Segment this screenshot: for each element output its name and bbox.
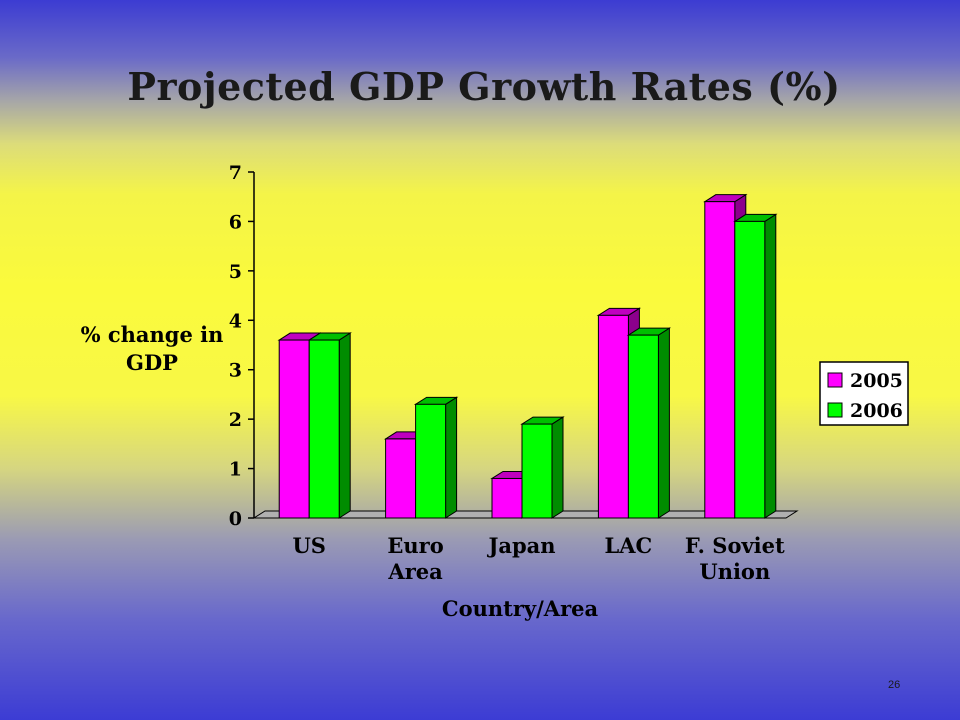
bar-front xyxy=(278,339,310,519)
bar-front xyxy=(597,314,629,519)
y-tick-label: 6 xyxy=(229,211,242,233)
x-tick-label: F. Soviet xyxy=(685,533,785,558)
bar-2006-2 xyxy=(520,416,565,519)
bar-2006-0 xyxy=(307,332,352,519)
bar-front xyxy=(704,201,736,519)
y-tick-label: 2 xyxy=(229,409,242,431)
bars xyxy=(277,193,778,519)
bar-front xyxy=(415,403,447,519)
x-tick-label: Japan xyxy=(486,533,555,558)
bar-2006-1 xyxy=(413,396,459,519)
x-tick-label: Euro xyxy=(387,533,443,558)
bar-front xyxy=(521,423,553,519)
bar-side xyxy=(764,213,777,519)
bar-side xyxy=(551,416,564,519)
y-axis-title: GDP xyxy=(126,350,178,375)
x-tick-label: Area xyxy=(387,559,443,584)
bar-front xyxy=(734,220,766,519)
x-tick-label: US xyxy=(292,533,325,558)
legend-label: 2005 xyxy=(850,370,903,392)
legend-swatch xyxy=(827,402,843,418)
bar-2006-3 xyxy=(626,327,672,519)
page-number: 26 xyxy=(888,679,901,691)
legend-swatch xyxy=(827,372,843,388)
y-tick-label: 5 xyxy=(229,261,242,283)
y-axis-title: % change in xyxy=(81,322,224,347)
y-tick-label: 4 xyxy=(229,310,242,332)
y-tick-label: 3 xyxy=(229,360,242,382)
bar-front xyxy=(491,477,523,519)
y-axis: 0 1 2 3 4 5 6 7 xyxy=(229,162,255,530)
bar-front xyxy=(308,339,340,519)
bar-side xyxy=(445,396,458,519)
bar-front xyxy=(385,438,417,519)
bar-2006-4 xyxy=(733,213,778,519)
legend-label: 2006 xyxy=(850,400,903,422)
y-tick-label: 7 xyxy=(229,162,242,184)
x-tick-label: Union xyxy=(699,559,770,584)
x-tick-label: LAC xyxy=(605,533,653,558)
y-tick-label: 0 xyxy=(229,508,242,530)
bar-side xyxy=(657,327,670,519)
y-tick-label: 1 xyxy=(229,459,242,481)
bar-front xyxy=(627,334,659,519)
bar-side xyxy=(338,332,351,519)
x-axis-title: Country/Area xyxy=(442,596,599,621)
slide-title: Projected GDP Growth Rates (%) xyxy=(127,64,841,109)
legend: 2005 2006 xyxy=(819,361,909,426)
